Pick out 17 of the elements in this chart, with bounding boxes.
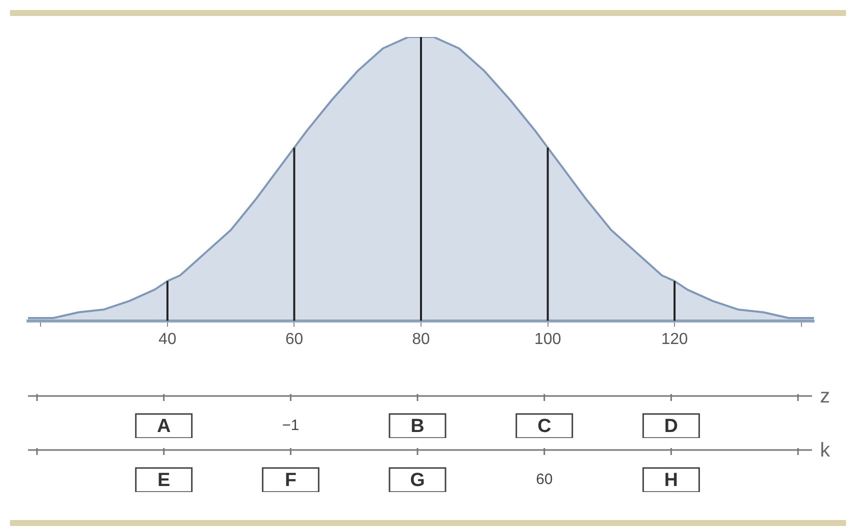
category-label: E (157, 470, 170, 492)
x-tick-label: 40 (158, 330, 176, 348)
category-label: D (664, 416, 678, 438)
x-tick-label: 60 (285, 330, 304, 348)
category-label: G (410, 470, 425, 492)
category-label: C (537, 416, 552, 438)
x-tick-label: 100 (534, 330, 562, 348)
category-label: F (284, 470, 296, 492)
category-label: B (410, 416, 424, 438)
text: z (820, 386, 830, 408)
x-tick-label: 120 (661, 330, 688, 348)
category-label: H (664, 470, 678, 492)
category-label: −1 (282, 417, 300, 434)
x-tick-label: 80 (412, 330, 430, 348)
text: k (820, 440, 831, 462)
category-label: A (156, 416, 171, 438)
category-label: 60 (536, 471, 553, 488)
